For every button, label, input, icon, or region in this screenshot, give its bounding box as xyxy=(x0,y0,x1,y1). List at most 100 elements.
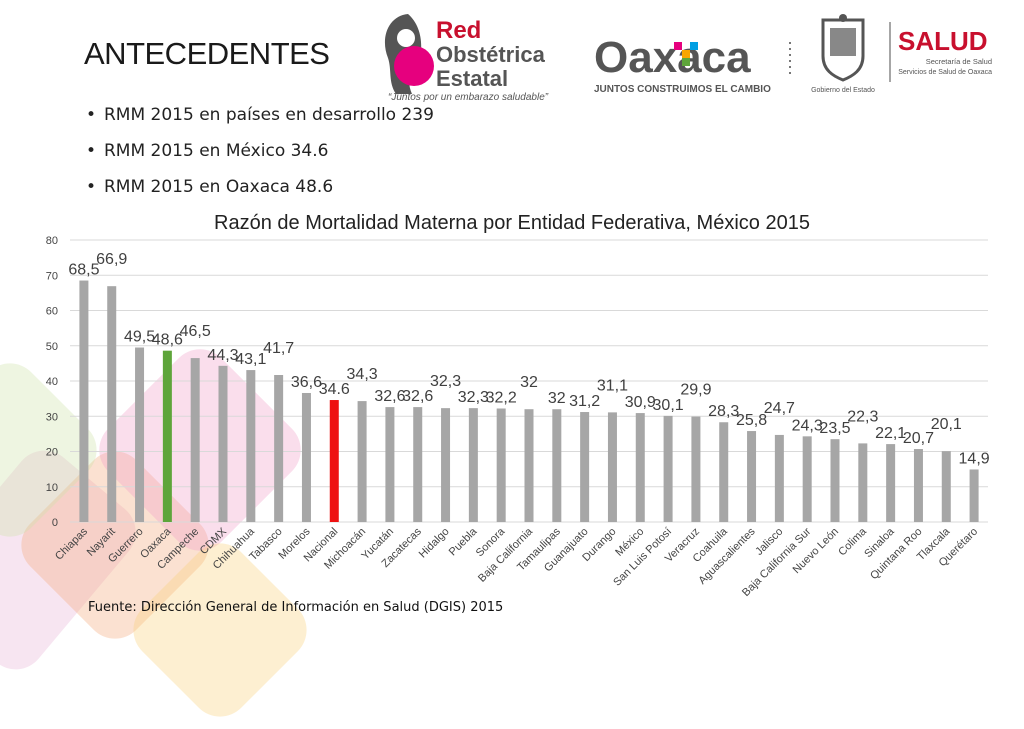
data-label: 34,3 xyxy=(347,366,378,383)
data-label: 32,2 xyxy=(486,389,517,406)
source-note: Fuente: Dirección General de Información… xyxy=(88,600,504,615)
data-label: 24,3 xyxy=(792,417,823,434)
data-label: 28,3 xyxy=(708,403,739,420)
bar xyxy=(635,413,645,522)
data-label: 68,5 xyxy=(68,262,99,279)
y-tick-label: 60 xyxy=(46,306,58,318)
data-label: 31,2 xyxy=(569,393,600,410)
data-label: 36,6 xyxy=(291,374,322,391)
data-label: 32 xyxy=(548,390,566,407)
bar xyxy=(413,407,423,522)
data-label: 14,9 xyxy=(959,450,990,467)
svg-text:Servicios de Salud de Oaxaca: Servicios de Salud de Oaxaca xyxy=(898,69,992,76)
chart-title: Razón de Mortalidad Materna por Entidad … xyxy=(214,212,810,234)
bar xyxy=(719,422,729,522)
bar xyxy=(886,444,896,522)
data-label: 48,6 xyxy=(152,332,183,349)
svg-text:JUNTOS CONSTRUIMOS EL CAMBIO: JUNTOS CONSTRUIMOS EL CAMBIO xyxy=(594,84,771,95)
svg-text:Red: Red xyxy=(436,17,481,44)
data-label: 41,7 xyxy=(263,340,294,357)
data-label: 32 xyxy=(520,374,538,391)
data-label: 20,1 xyxy=(931,416,962,433)
bar xyxy=(802,436,812,522)
bar xyxy=(580,412,590,522)
data-label: 30,1 xyxy=(653,397,684,414)
y-tick-label: 0 xyxy=(52,517,58,529)
bar xyxy=(747,431,757,522)
bullet-list: • RMM 2015 en países en desarrollo 239 • R… xyxy=(86,104,434,212)
bar xyxy=(524,409,534,522)
y-tick-label: 30 xyxy=(46,411,58,423)
bar xyxy=(607,412,617,522)
svg-text:Oaxaca: Oaxaca xyxy=(594,33,751,82)
red-obstetrica-logo: Red Obstétrica Estatal “Juntos por un em… xyxy=(384,14,549,103)
bullet-item: • RMM 2015 en México 34.6 xyxy=(86,141,329,161)
data-label: 31,1 xyxy=(597,377,628,394)
data-label: 23,5 xyxy=(819,420,850,437)
svg-text:SALUD: SALUD xyxy=(898,26,988,56)
bar xyxy=(190,358,200,522)
y-tick-label: 20 xyxy=(46,447,58,459)
bar xyxy=(941,451,951,522)
category-label: Hidalgo xyxy=(417,526,452,561)
bar xyxy=(274,375,284,522)
data-label: 49,5 xyxy=(124,329,155,346)
y-tick-label: 10 xyxy=(46,482,58,494)
y-tick-label: 40 xyxy=(46,376,58,388)
bar xyxy=(79,280,89,522)
data-label: 24,7 xyxy=(764,400,795,417)
bar xyxy=(830,439,840,522)
svg-text:Secretaría de Salud: Secretaría de Salud xyxy=(926,57,992,66)
bar-chart: 0102030405060708068,5Chiapas66,9Nayarit4… xyxy=(46,235,990,599)
data-label: 32,3 xyxy=(430,373,461,390)
bar xyxy=(774,434,784,522)
bar xyxy=(301,392,311,522)
data-label: 34.6 xyxy=(319,381,350,398)
data-label: 25,8 xyxy=(736,412,767,429)
data-label: 46,5 xyxy=(180,323,211,340)
bar xyxy=(441,408,451,522)
bar xyxy=(246,370,256,522)
data-label: 32,3 xyxy=(458,389,489,406)
bar xyxy=(858,443,868,522)
data-label: 44,3 xyxy=(207,347,238,364)
bar xyxy=(329,400,339,522)
category-label: Chiapas xyxy=(53,525,90,562)
bar xyxy=(162,350,172,522)
bar xyxy=(691,416,701,522)
oaxaca-pattern-icon xyxy=(674,42,698,66)
svg-text:Estatal: Estatal xyxy=(436,66,508,91)
slide-title: ANTECEDENTES xyxy=(84,36,330,71)
data-label: 32,6 xyxy=(374,388,405,405)
data-label: 30,9 xyxy=(625,394,656,411)
salud-logo: SALUD Secretaría de Salud Servicios de S… xyxy=(889,22,992,82)
oaxaca-logo: Oaxaca JUNTOS CONSTRUIMOS EL CAMBIO xyxy=(594,33,791,95)
data-label: 29,9 xyxy=(680,382,711,399)
gobierno-emblem: Gobierno del Estado xyxy=(811,14,875,94)
data-label: 43,1 xyxy=(235,351,266,368)
bar xyxy=(663,415,673,522)
y-tick-label: 70 xyxy=(46,270,58,282)
data-label: 22,3 xyxy=(847,408,878,425)
y-tick-label: 80 xyxy=(46,235,58,247)
svg-text:Obstétrica: Obstétrica xyxy=(436,42,546,67)
coat-of-arms-icon xyxy=(821,18,865,82)
bullet-item: • RMM 2015 en países en desarrollo 239 xyxy=(86,105,434,125)
data-label: 66,9 xyxy=(96,251,127,268)
y-tick-label: 50 xyxy=(46,341,58,353)
bar xyxy=(357,401,367,522)
data-label: 20,7 xyxy=(903,430,934,447)
bar xyxy=(969,469,979,522)
bar xyxy=(107,286,117,522)
bar xyxy=(552,409,562,522)
data-label: 22,1 xyxy=(875,425,906,442)
bar xyxy=(218,365,228,522)
bar xyxy=(913,449,923,522)
bar xyxy=(385,407,395,522)
svg-text:“Juntos por un embarazo saluda: “Juntos por un embarazo saludable” xyxy=(388,92,549,103)
bar xyxy=(468,408,478,522)
bar xyxy=(496,408,506,522)
svg-text:Gobierno del Estado: Gobierno del Estado xyxy=(811,87,875,94)
bar xyxy=(135,347,145,522)
bullet-item: • RMM 2015 en Oaxaca 48.6 xyxy=(86,177,334,197)
